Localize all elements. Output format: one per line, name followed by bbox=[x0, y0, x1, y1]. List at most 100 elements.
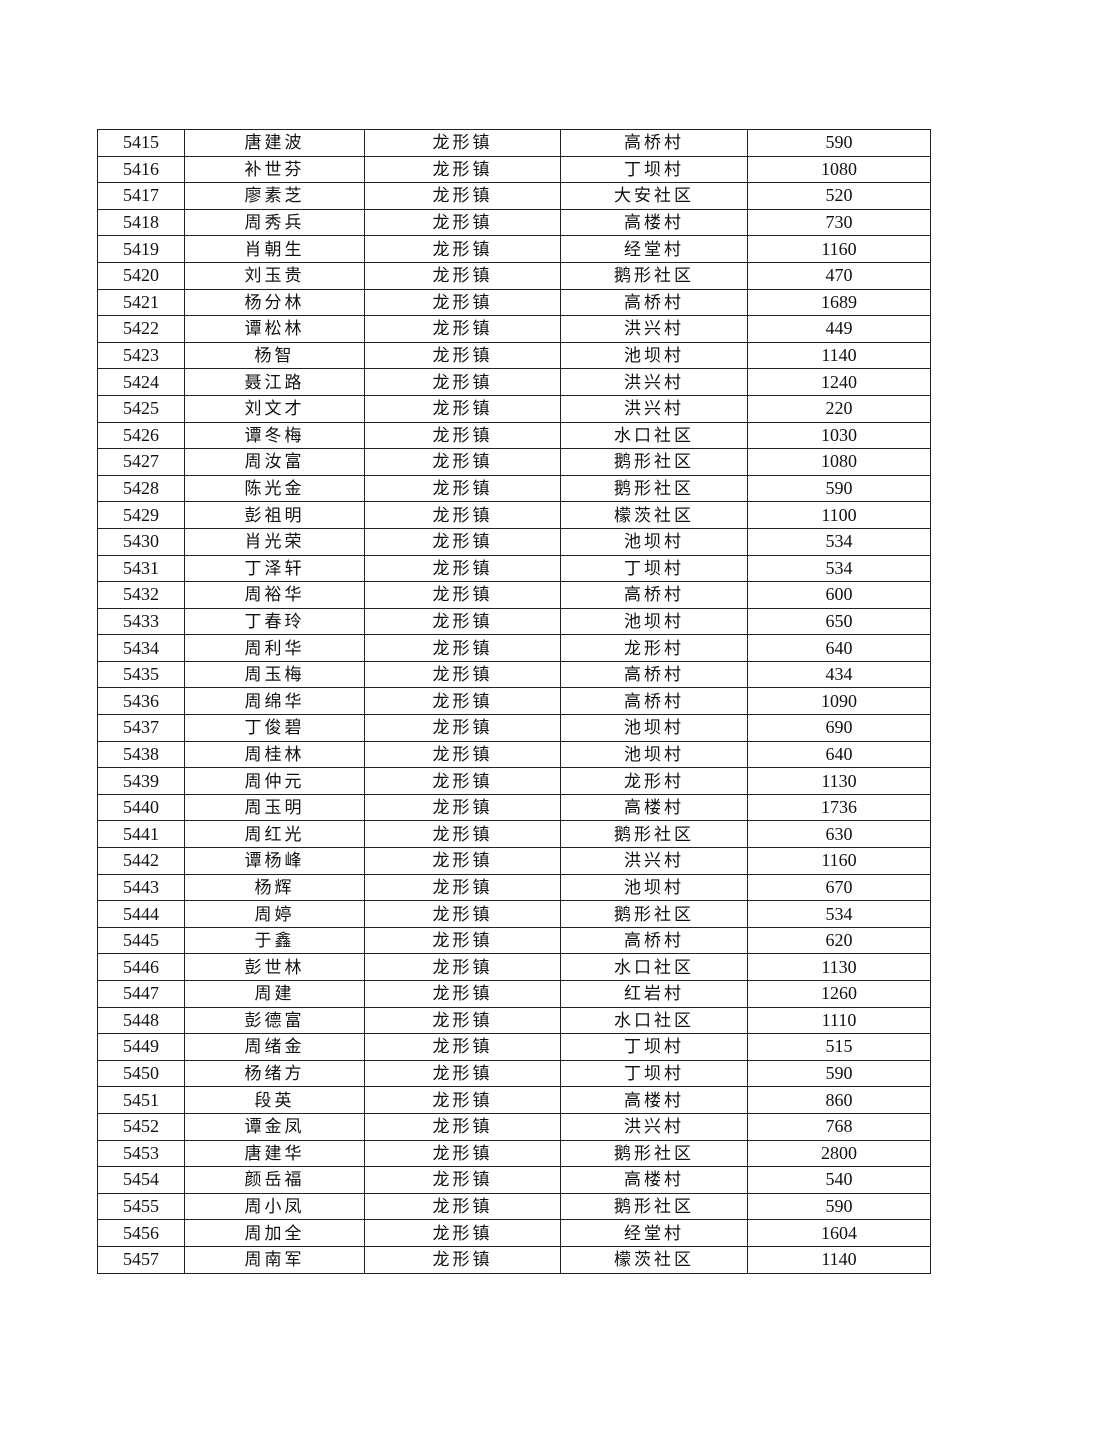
town-cell: 龙形镇 bbox=[364, 1006, 561, 1035]
row-number-cell: 5443 bbox=[97, 873, 185, 902]
town-cell: 龙形镇 bbox=[364, 714, 561, 742]
town-cell: 龙形镇 bbox=[364, 261, 561, 290]
row-number-cell: 5456 bbox=[97, 1219, 185, 1247]
table-row: 5419 肖朝生 龙形镇 经堂村 1160 bbox=[97, 235, 931, 263]
village-cell: 高桥村 bbox=[560, 288, 748, 317]
table-row: 5426 谭冬梅 龙形镇 水口社区 1030 bbox=[97, 421, 931, 450]
town-cell: 龙形镇 bbox=[364, 847, 561, 875]
amount-cell: 590 bbox=[747, 1059, 931, 1088]
town-cell: 龙形镇 bbox=[364, 448, 561, 476]
row-number-cell: 5438 bbox=[97, 740, 185, 769]
table-row: 5443 杨辉 龙形镇 池坝村 670 bbox=[97, 873, 931, 902]
village-cell: 鹅形社区 bbox=[560, 820, 748, 849]
row-number-cell: 5431 bbox=[97, 554, 185, 583]
row-number-cell: 5434 bbox=[97, 634, 185, 662]
village-cell: 丁坝村 bbox=[560, 1059, 748, 1088]
row-number-cell: 5436 bbox=[97, 687, 185, 716]
name-cell: 周利华 bbox=[184, 634, 365, 662]
table-row: 5439 周仲元 龙形镇 龙形村 1130 bbox=[97, 767, 931, 795]
row-number-cell: 5444 bbox=[97, 900, 185, 928]
table-row: 5425 刘文才 龙形镇 洪兴村 220 bbox=[97, 394, 931, 423]
name-cell: 彭世林 bbox=[184, 953, 365, 981]
town-cell: 龙形镇 bbox=[364, 1112, 561, 1141]
village-cell: 高楼村 bbox=[560, 793, 748, 822]
name-cell: 聂江路 bbox=[184, 368, 365, 396]
table-row: 5424 聂江路 龙形镇 洪兴村 1240 bbox=[97, 368, 931, 396]
village-cell: 大安社区 bbox=[560, 182, 748, 210]
village-cell: 池坝村 bbox=[560, 527, 748, 556]
amount-cell: 650 bbox=[747, 607, 931, 636]
row-number-cell: 5455 bbox=[97, 1192, 185, 1221]
amount-cell: 640 bbox=[747, 740, 931, 769]
village-cell: 龙形村 bbox=[560, 634, 748, 662]
town-cell: 龙形镇 bbox=[364, 980, 561, 1008]
name-cell: 谭冬梅 bbox=[184, 421, 365, 450]
village-cell: 池坝村 bbox=[560, 714, 748, 742]
table-row: 5423 杨智 龙形镇 池坝村 1140 bbox=[97, 341, 931, 370]
row-number-cell: 5454 bbox=[97, 1166, 185, 1194]
name-cell: 周红光 bbox=[184, 820, 365, 849]
table-row: 5427 周汝富 龙形镇 鹅形社区 1080 bbox=[97, 448, 931, 476]
village-cell: 鹅形社区 bbox=[560, 1139, 748, 1168]
amount-cell: 220 bbox=[747, 394, 931, 423]
amount-cell: 1240 bbox=[747, 368, 931, 396]
town-cell: 龙形镇 bbox=[364, 501, 561, 529]
town-cell: 龙形镇 bbox=[364, 634, 561, 662]
amount-cell: 1689 bbox=[747, 288, 931, 317]
town-cell: 龙形镇 bbox=[364, 820, 561, 849]
row-number-cell: 5445 bbox=[97, 926, 185, 955]
name-cell: 周加全 bbox=[184, 1219, 365, 1247]
name-cell: 杨辉 bbox=[184, 873, 365, 902]
village-cell: 鹅形社区 bbox=[560, 261, 748, 290]
amount-cell: 590 bbox=[747, 1192, 931, 1221]
town-cell: 龙形镇 bbox=[364, 368, 561, 396]
amount-cell: 520 bbox=[747, 182, 931, 210]
row-number-cell: 5448 bbox=[97, 1006, 185, 1035]
table-row: 5451 段英 龙形镇 高楼村 860 bbox=[97, 1086, 931, 1114]
row-number-cell: 5427 bbox=[97, 448, 185, 476]
name-cell: 肖光荣 bbox=[184, 527, 365, 556]
name-cell: 杨分林 bbox=[184, 288, 365, 317]
amount-cell: 1100 bbox=[747, 501, 931, 529]
table-row: 5435 周玉梅 龙形镇 高桥村 434 bbox=[97, 660, 931, 689]
amount-cell: 1130 bbox=[747, 767, 931, 795]
table-row: 5431 丁泽轩 龙形镇 丁坝村 534 bbox=[97, 554, 931, 583]
table-row: 5415 唐建波 龙形镇 高桥村 590 bbox=[97, 129, 931, 157]
village-cell: 丁坝村 bbox=[560, 1033, 748, 1061]
table-row: 5430 肖光荣 龙形镇 池坝村 534 bbox=[97, 527, 931, 556]
name-cell: 唐建波 bbox=[184, 129, 365, 157]
town-cell: 龙形镇 bbox=[364, 687, 561, 716]
village-cell: 水口社区 bbox=[560, 421, 748, 450]
row-number-cell: 5450 bbox=[97, 1059, 185, 1088]
data-table: 5415 唐建波 龙形镇 高桥村 590 5416 补世芬 龙形镇 丁坝村 1080 5417 廖素芝… bbox=[97, 129, 931, 1274]
row-number-cell: 5428 bbox=[97, 474, 185, 503]
town-cell: 龙形镇 bbox=[364, 607, 561, 636]
village-cell: 丁坝村 bbox=[560, 155, 748, 184]
row-number-cell: 5437 bbox=[97, 714, 185, 742]
village-cell: 鹅形社区 bbox=[560, 1192, 748, 1221]
town-cell: 龙形镇 bbox=[364, 554, 561, 583]
name-cell: 彭德富 bbox=[184, 1006, 365, 1035]
village-cell: 高桥村 bbox=[560, 129, 748, 157]
village-cell: 高楼村 bbox=[560, 1166, 748, 1194]
village-cell: 洪兴村 bbox=[560, 847, 748, 875]
row-number-cell: 5429 bbox=[97, 501, 185, 529]
village-cell: 丁坝村 bbox=[560, 554, 748, 583]
amount-cell: 1090 bbox=[747, 687, 931, 716]
amount-cell: 1030 bbox=[747, 421, 931, 450]
amount-cell: 730 bbox=[747, 208, 931, 237]
name-cell: 丁俊碧 bbox=[184, 714, 365, 742]
table-row: 5452 谭金凤 龙形镇 洪兴村 768 bbox=[97, 1112, 931, 1141]
row-number-cell: 5419 bbox=[97, 235, 185, 263]
name-cell: 杨绪方 bbox=[184, 1059, 365, 1088]
name-cell: 刘文才 bbox=[184, 394, 365, 423]
name-cell: 段英 bbox=[184, 1086, 365, 1114]
table-row: 5418 周秀兵 龙形镇 高楼村 730 bbox=[97, 208, 931, 237]
amount-cell: 1160 bbox=[747, 235, 931, 263]
table-row: 5456 周加全 龙形镇 经堂村 1604 bbox=[97, 1219, 931, 1247]
row-number-cell: 5449 bbox=[97, 1033, 185, 1061]
amount-cell: 534 bbox=[747, 554, 931, 583]
village-cell: 高楼村 bbox=[560, 208, 748, 237]
town-cell: 龙形镇 bbox=[364, 900, 561, 928]
village-cell: 高桥村 bbox=[560, 687, 748, 716]
